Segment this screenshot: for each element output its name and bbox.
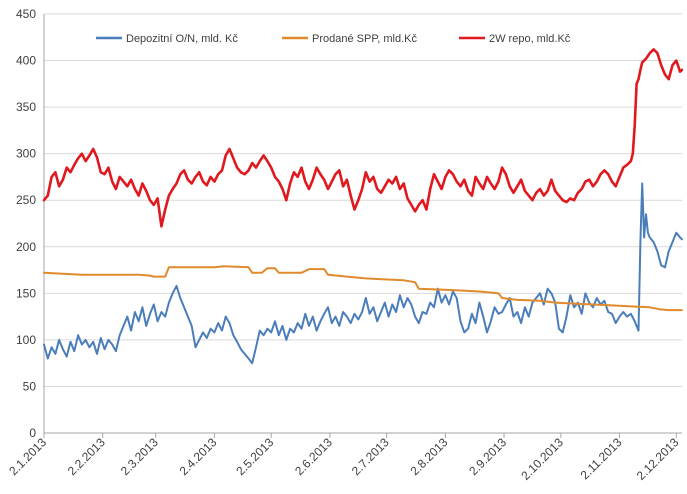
y-tick-label: 350 [16,100,36,114]
y-tick-label: 450 [16,7,36,21]
x-tick-label: 2.11.2013 [578,435,625,482]
x-tick-label: 2.12.2013 [634,435,682,483]
x-tick-label: 2.4.2013 [177,435,220,478]
legend-label: Prodané SPP, mld.Kč [312,33,417,45]
legend-label: Depozitní O/N, mld. Kč [126,33,238,45]
y-tick-label: 250 [16,193,36,207]
y-tick-label: 0 [29,426,36,440]
x-tick-label: 2.1.2013 [6,435,49,478]
series-line [43,182,683,365]
legend: Depozitní O/N, mld. Kč Prodané SPP, mld.K… [96,33,571,45]
x-tick-label: 2.10.2013 [518,435,566,483]
series-line [43,265,683,312]
x-tick-label: 2.8.2013 [408,435,451,478]
y-tick-label: 50 [23,379,37,393]
x-tick-label: 2.6.2013 [292,435,335,478]
series-lines [42,48,684,365]
x-tick-label: 2.7.2013 [349,435,392,478]
axes: 0 50 100 150 200 250 300 350 400 450 2.1.2013 2.2.2… [6,7,682,483]
y-tick-label: 100 [16,333,36,347]
x-tick-label: 2.3.2013 [118,435,161,478]
x-tick-label: 2.5.2013 [233,435,276,478]
y-tick-label: 150 [16,286,36,300]
y-tick-label: 300 [16,147,36,161]
series-line [42,48,684,228]
x-tick-label: 2.2.2013 [65,435,108,478]
y-tick-label: 400 [16,54,36,68]
legend-label: 2W repo, mld.Kč [489,33,571,45]
y-tick-label: 200 [16,240,36,254]
x-tick-label: 2.9.2013 [466,435,509,478]
gridlines [44,13,682,434]
